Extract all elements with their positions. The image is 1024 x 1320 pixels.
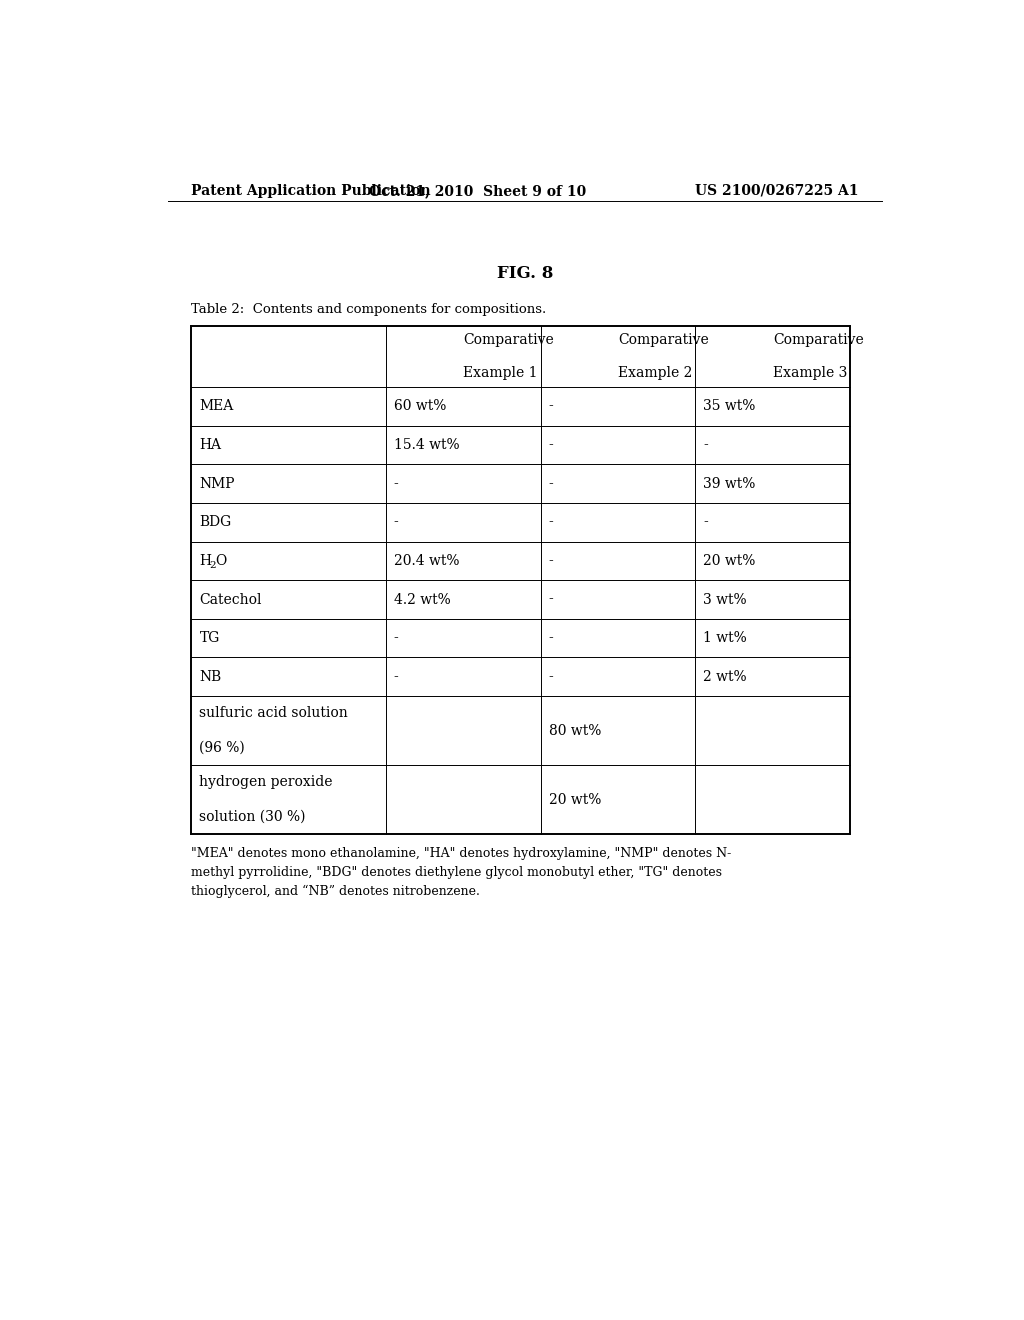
Text: -: - [549, 631, 553, 645]
Text: -: - [703, 438, 708, 451]
Text: 20.4 wt%: 20.4 wt% [394, 554, 459, 568]
Text: US 2100/0267225 A1: US 2100/0267225 A1 [694, 183, 858, 198]
Text: 20 wt%: 20 wt% [703, 554, 756, 568]
Text: 39 wt%: 39 wt% [703, 477, 756, 491]
Text: MEA: MEA [200, 400, 233, 413]
Text: solution (30 %): solution (30 %) [200, 810, 306, 824]
Text: FIG. 8: FIG. 8 [497, 265, 553, 282]
Text: HA: HA [200, 438, 221, 451]
Text: 2: 2 [209, 561, 216, 570]
Text: Table 2:  Contents and components for compositions.: Table 2: Contents and components for com… [191, 302, 547, 315]
Text: BDG: BDG [200, 515, 231, 529]
Text: 3 wt%: 3 wt% [703, 593, 746, 606]
Text: NMP: NMP [200, 477, 234, 491]
Text: Oct. 21, 2010  Sheet 9 of 10: Oct. 21, 2010 Sheet 9 of 10 [369, 183, 586, 198]
Text: 20 wt%: 20 wt% [549, 793, 601, 807]
Text: 35 wt%: 35 wt% [703, 400, 756, 413]
Text: H: H [200, 554, 211, 568]
Text: -: - [549, 554, 553, 568]
Text: Catechol: Catechol [200, 593, 262, 606]
Text: 1 wt%: 1 wt% [703, 631, 748, 645]
Text: -: - [549, 593, 553, 606]
Text: NB: NB [200, 669, 221, 684]
Text: Comparative

Example 2: Comparative Example 2 [618, 334, 709, 380]
Text: -: - [549, 669, 553, 684]
Text: -: - [549, 515, 553, 529]
Text: 15.4 wt%: 15.4 wt% [394, 438, 460, 451]
Text: 2 wt%: 2 wt% [703, 669, 746, 684]
Text: 80 wt%: 80 wt% [549, 723, 601, 738]
Text: Comparative

Example 1: Comparative Example 1 [463, 334, 554, 380]
Text: -: - [394, 631, 398, 645]
Bar [191, 326, 850, 834]
Text: Patent Application Publication: Patent Application Publication [191, 183, 431, 198]
Text: 60 wt%: 60 wt% [394, 400, 446, 413]
Text: 4.2 wt%: 4.2 wt% [394, 593, 451, 606]
Text: Comparative

Example 3: Comparative Example 3 [773, 334, 863, 380]
Text: TG: TG [200, 631, 220, 645]
Text: -: - [549, 400, 553, 413]
Text: -: - [549, 477, 553, 491]
Text: -: - [394, 515, 398, 529]
Text: sulfuric acid solution: sulfuric acid solution [200, 706, 348, 721]
Text: "MEA" denotes mono ethanolamine, "HA" denotes hydroxylamine, "NMP" denotes N-
me: "MEA" denotes mono ethanolamine, "HA" de… [191, 846, 732, 898]
Text: hydrogen peroxide: hydrogen peroxide [200, 775, 333, 789]
Text: O: O [215, 554, 226, 568]
Text: -: - [394, 477, 398, 491]
Text: -: - [549, 438, 553, 451]
Text: (96 %): (96 %) [200, 741, 245, 755]
Text: -: - [394, 669, 398, 684]
Text: -: - [703, 515, 708, 529]
